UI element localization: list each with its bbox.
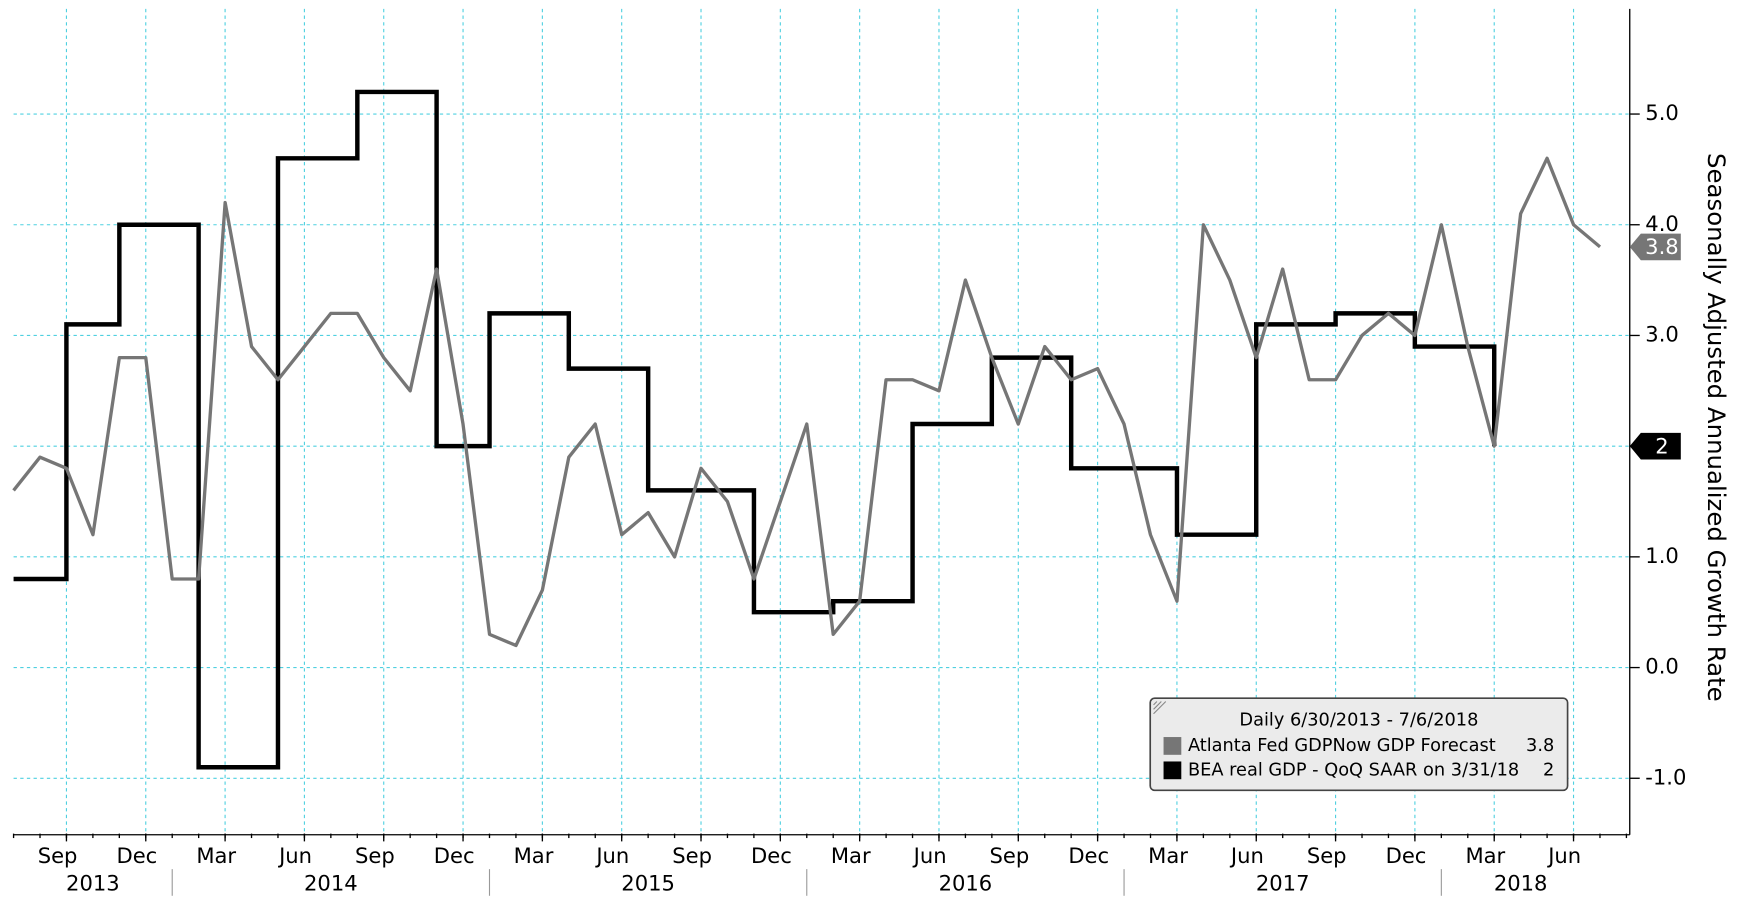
y-tick-label: 0.0	[1645, 654, 1679, 679]
x-tick-label: Sep	[1307, 843, 1347, 868]
x-tick-label: Jun	[912, 843, 947, 868]
gdp-step-line	[13, 89, 1497, 770]
y-tick-label: 4.0	[1645, 211, 1679, 236]
x-tick-label: Mar	[831, 843, 871, 868]
x-tick-label: Jun	[1546, 843, 1581, 868]
value-tag	[1629, 432, 1681, 460]
x-tick-label: Sep	[38, 843, 78, 868]
gdpnow-line	[12, 156, 1602, 648]
x-tick-label: Dec	[1068, 843, 1109, 868]
year-label: 2016	[939, 871, 993, 896]
x-tick-label: Dec	[1386, 843, 1427, 868]
y-tick-label: 1.0	[1645, 543, 1679, 568]
legend-value: 3.8	[1526, 736, 1554, 756]
legend-swatch	[1163, 761, 1182, 780]
legend-swatch	[1163, 737, 1182, 755]
legend-label: BEA real GDP - QoQ SAAR on 3/31/18	[1188, 760, 1519, 780]
year-label: 2014	[304, 871, 358, 896]
x-tick-label: Mar	[514, 843, 554, 868]
legend-title: Daily 6/30/2013 - 7/6/2018	[1239, 710, 1478, 730]
year-label: 2017	[1256, 871, 1310, 896]
value-tag	[1629, 233, 1681, 261]
value-tag-label: 2	[1655, 433, 1668, 458]
x-tick-label: Jun	[277, 843, 312, 868]
y-tick-label: 5.0	[1645, 100, 1679, 125]
y-tick-label: 3.0	[1645, 321, 1679, 346]
value-tag-label: 3.8	[1645, 234, 1679, 259]
x-tick-label: Jun	[1229, 843, 1264, 868]
x-tick-label: Dec	[434, 843, 475, 868]
year-label: 2015	[621, 871, 675, 896]
x-tick-label: Mar	[1148, 843, 1188, 868]
legend-label: Atlanta Fed GDPNow GDP Forecast	[1188, 736, 1496, 756]
x-tick-label: Dec	[116, 843, 157, 868]
year-label: 2018	[1494, 871, 1548, 896]
x-tick-label: Sep	[990, 843, 1030, 868]
x-tick-label: Jun	[594, 843, 629, 868]
year-label: 2013	[66, 871, 120, 896]
x-tick-label: Dec	[751, 843, 792, 868]
x-tick-label: Sep	[355, 843, 395, 868]
legend-grip	[1153, 701, 1167, 715]
x-tick-label: Mar	[196, 843, 236, 868]
legend-box	[1149, 697, 1569, 792]
y-axis-label: Seasonally Adjusted Annualized Growth Ra…	[1702, 153, 1731, 702]
legend-value: 2	[1543, 760, 1554, 780]
x-tick-label: Sep	[672, 843, 712, 868]
y-tick-label: -1.0	[1645, 764, 1686, 789]
legend: Daily 6/30/2013 - 7/6/2018 Atlanta Fed GD…	[1149, 697, 1569, 792]
x-tick-label: Mar	[1465, 843, 1505, 868]
